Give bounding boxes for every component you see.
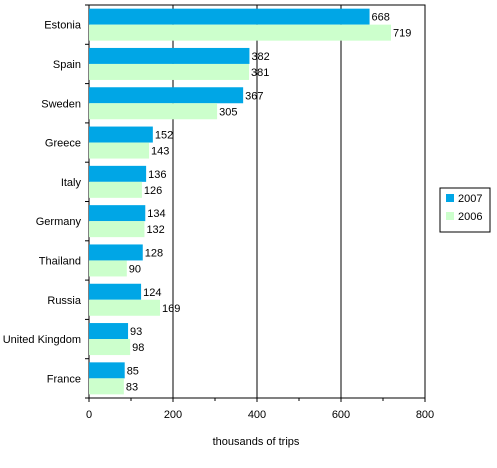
x-tick-label: 800: [416, 409, 434, 421]
data-label: 98: [132, 342, 144, 354]
legend-swatch-2006: [446, 212, 454, 220]
category-label: Italy: [61, 177, 82, 189]
data-label: 367: [245, 90, 263, 102]
data-label: 668: [372, 12, 390, 24]
category-label: France: [47, 373, 81, 385]
bar-2006-united-kingdom: [89, 339, 131, 356]
category-label: Greece: [45, 138, 81, 150]
bar-2006-spain: [89, 63, 250, 80]
bar-2006-italy: [89, 181, 142, 198]
bar-2006-germany: [89, 221, 145, 238]
bar-2006-thailand: [89, 260, 127, 277]
data-label: 85: [127, 365, 139, 377]
data-label: 719: [393, 28, 411, 40]
data-label: 136: [148, 169, 166, 181]
x-tick-label: 600: [332, 409, 350, 421]
x-tick-label: 200: [164, 409, 182, 421]
bar-2007-thailand: [89, 244, 143, 261]
legend-label-2007: 2007: [458, 193, 482, 205]
x-tick-label: 0: [86, 409, 92, 421]
x-tick-label: 400: [248, 409, 266, 421]
bar-2007-sweden: [89, 87, 244, 104]
category-label: United Kingdom: [3, 334, 81, 346]
x-axis-title: thousands of trips: [213, 436, 300, 448]
data-label: 132: [146, 224, 164, 236]
category-label: Thailand: [39, 255, 81, 267]
bar-2007-united-kingdom: [89, 323, 129, 340]
data-label: 128: [145, 247, 163, 259]
bar-2006-france: [89, 378, 124, 395]
data-label: 152: [155, 130, 173, 142]
bar-2007-france: [89, 362, 125, 379]
category-label: Spain: [53, 59, 81, 71]
bar-2007-germany: [89, 205, 146, 222]
legend-label-2006: 2006: [458, 211, 482, 223]
bars: [89, 8, 391, 395]
data-label: 93: [130, 326, 142, 338]
data-label: 134: [147, 208, 165, 220]
legend: 2007 2006: [439, 187, 491, 233]
bar-2007-greece: [89, 126, 153, 143]
category-label: Russia: [47, 295, 82, 307]
data-label: 83: [126, 381, 138, 393]
bar-2007-russia: [89, 283, 142, 300]
category-label: Sweden: [41, 98, 81, 110]
data-label: 126: [144, 185, 162, 197]
data-label: 90: [129, 263, 141, 275]
data-label: 169: [162, 303, 180, 315]
bar-2007-italy: [89, 165, 147, 182]
bar-2006-sweden: [89, 103, 218, 120]
category-label: Estonia: [44, 20, 82, 32]
bar-2006-greece: [89, 142, 150, 159]
bar-2007-spain: [89, 47, 250, 64]
axes: 0 200 400 600 800: [85, 4, 434, 421]
data-label: 305: [219, 106, 237, 118]
bar-2006-estonia: [89, 24, 391, 41]
data-label: 143: [151, 146, 169, 158]
legend-swatch-2007: [446, 194, 454, 202]
category-label: Germany: [36, 216, 82, 228]
data-label: 381: [251, 67, 269, 79]
bar-2006-russia: [89, 299, 160, 316]
data-label: 124: [143, 287, 161, 299]
bar-2007-estonia: [89, 8, 370, 25]
data-label: 382: [251, 51, 269, 63]
